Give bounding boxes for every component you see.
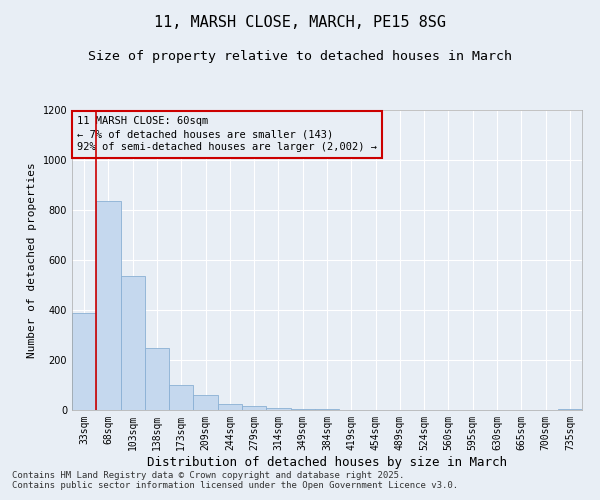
Bar — [290, 409, 315, 410]
Bar — [145, 348, 169, 410]
Bar — [72, 312, 96, 410]
Bar — [193, 395, 218, 410]
Text: Contains HM Land Registry data © Crown copyright and database right 2025.
Contai: Contains HM Land Registry data © Crown c… — [12, 470, 458, 490]
Bar — [242, 406, 266, 410]
Y-axis label: Number of detached properties: Number of detached properties — [27, 162, 37, 358]
Bar — [169, 385, 193, 410]
Bar — [96, 201, 121, 410]
X-axis label: Distribution of detached houses by size in March: Distribution of detached houses by size … — [147, 456, 507, 468]
Bar — [558, 409, 582, 410]
Bar — [121, 276, 145, 410]
Text: 11 MARSH CLOSE: 60sqm
← 7% of detached houses are smaller (143)
92% of semi-deta: 11 MARSH CLOSE: 60sqm ← 7% of detached h… — [77, 116, 377, 152]
Text: 11, MARSH CLOSE, MARCH, PE15 8SG: 11, MARSH CLOSE, MARCH, PE15 8SG — [154, 15, 446, 30]
Bar — [266, 408, 290, 410]
Text: Size of property relative to detached houses in March: Size of property relative to detached ho… — [88, 50, 512, 63]
Bar — [315, 409, 339, 410]
Bar — [218, 404, 242, 410]
